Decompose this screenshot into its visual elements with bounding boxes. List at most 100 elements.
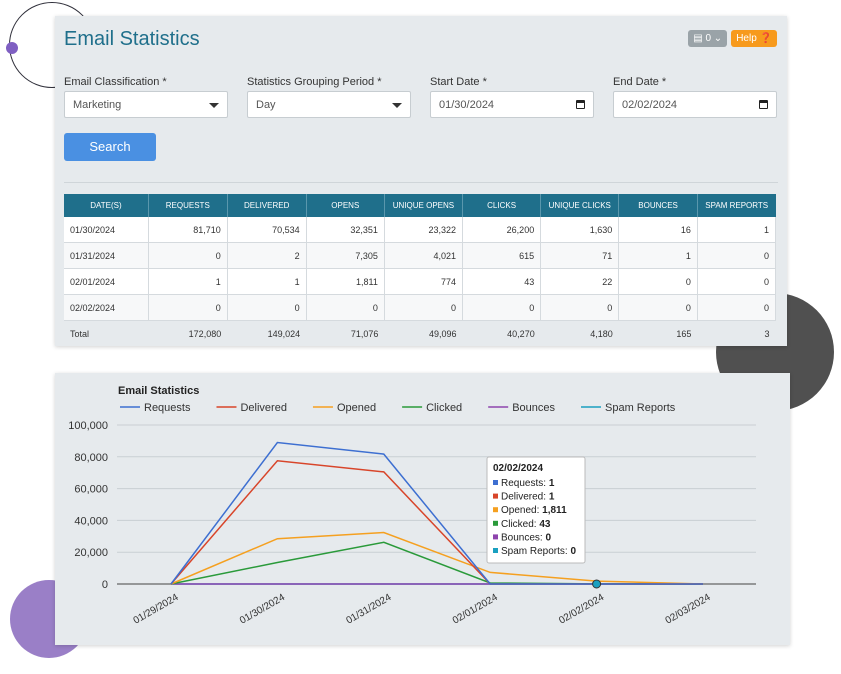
column-header[interactable]: UNIQUE CLICKS — [540, 194, 620, 217]
calendar-icon[interactable] — [576, 100, 585, 109]
y-tick-label: 60,000 — [74, 484, 108, 496]
column-header[interactable]: DELIVERED — [227, 194, 307, 217]
line-chart: Email Statistics Requests Delivered Opened C… — [68, 385, 756, 627]
y-tick-label: 40,000 — [74, 515, 108, 527]
x-tick-label: 02/02/2024 — [557, 592, 606, 627]
table-cell: 774 — [384, 268, 464, 295]
start-date-input[interactable]: 01/30/2024 — [430, 91, 594, 118]
tooltip-swatch — [493, 520, 498, 526]
x-tick-label: 02/01/2024 — [451, 592, 500, 627]
series-line — [170, 460, 703, 585]
series-line — [170, 531, 704, 585]
grouping-label: Statistics Grouping Period * — [247, 76, 382, 88]
x-tick-label: 01/31/2024 — [344, 592, 393, 627]
table-cell: 32,351 — [306, 217, 385, 243]
tooltip-swatch — [493, 534, 498, 540]
statistics-panel: Email Statistics ▤ 0 ⌄ Help ❓ Email Clas… — [55, 16, 787, 346]
table-cell: 0 — [148, 242, 228, 269]
column-header[interactable]: UNIQUE OPENS — [384, 194, 464, 217]
calendar-icon[interactable] — [759, 100, 768, 109]
column-header[interactable]: OPENS — [306, 194, 385, 217]
table-cell: 7,305 — [306, 242, 385, 269]
tooltip-label: Spam Reports: 0 — [501, 546, 576, 557]
start-date-value: 01/30/2024 — [439, 99, 495, 111]
report-menu-button[interactable]: ▤ 0 ⌄ — [688, 30, 728, 47]
grouping-value: Day — [256, 99, 276, 111]
series-line — [170, 541, 704, 585]
tooltip-value: 0 — [545, 532, 551, 543]
table-cell: 01/30/2024 — [64, 217, 149, 243]
table-cell: 0 — [697, 268, 777, 295]
table-cell: 0 — [540, 294, 620, 321]
table-cell: 4,180 — [540, 320, 619, 346]
table-cell: Total — [64, 320, 149, 346]
tooltip-title: 02/02/2024 — [493, 463, 543, 474]
y-tick-label: 80,000 — [74, 452, 108, 464]
table-cell: 23,322 — [384, 217, 464, 243]
table-cell: 26,200 — [462, 217, 542, 243]
table-cell: 0 — [697, 242, 777, 269]
tooltip-value: 1,811 — [542, 505, 567, 516]
end-date-value: 02/02/2024 — [622, 99, 678, 111]
tooltip-value: 1 — [549, 492, 555, 503]
report-count: 0 — [705, 33, 712, 44]
y-tick-label: 0 — [102, 579, 108, 591]
table-cell: 0 — [618, 268, 698, 295]
legend-label: Delivered — [240, 402, 286, 414]
help-label: Help — [736, 33, 757, 44]
decorative-dot — [6, 42, 18, 54]
table-cell: 71,076 — [306, 320, 385, 346]
table-cell: 172,080 — [148, 320, 228, 346]
legend-label: Bounces — [512, 402, 555, 414]
table-cell: 4,021 — [384, 242, 464, 269]
column-header[interactable]: BOUNCES — [618, 194, 698, 217]
tooltip-label: Delivered: 1 — [501, 492, 555, 503]
table-cell: 0 — [697, 294, 777, 321]
table-cell: 0 — [384, 294, 464, 321]
search-button[interactable]: Search — [64, 133, 156, 161]
table-cell: 70,534 — [227, 217, 307, 243]
divider — [64, 182, 778, 183]
column-header[interactable]: DATE(S) — [64, 194, 149, 217]
column-header[interactable]: REQUESTS — [148, 194, 228, 217]
classification-label: Email Classification * — [64, 76, 167, 88]
classification-select[interactable]: Marketing — [64, 91, 228, 118]
table-cell: 16 — [618, 217, 698, 243]
tooltip-box — [486, 456, 586, 564]
table-cell: 2 — [227, 242, 307, 269]
chevron-down-icon: ⌄ — [713, 33, 723, 44]
chart-title: Email Statistics — [118, 385, 199, 397]
column-header[interactable]: SPAM REPORTS — [697, 194, 776, 217]
table-cell: 43 — [462, 268, 542, 295]
tooltip-label: Bounces: 0 — [501, 532, 551, 543]
tooltip-value: 0 — [570, 546, 576, 557]
table-cell: 1 — [148, 268, 228, 295]
table-header-row: DATE(S) REQUESTS DELIVERED OPENS UNIQUE … — [64, 194, 776, 217]
x-tick-label: 01/30/2024 — [238, 592, 287, 627]
caret-down-icon — [392, 103, 402, 108]
table-cell: 3 — [697, 320, 776, 346]
help-button[interactable]: Help ❓ — [731, 30, 777, 47]
table-cell: 0 — [227, 294, 307, 321]
question-icon: ❓ — [759, 33, 772, 44]
series-line — [170, 441, 703, 585]
hover-point — [592, 579, 602, 589]
start-date-label: Start Date * — [430, 76, 487, 88]
tooltip-label: Clicked: 43 — [501, 519, 551, 530]
x-tick-label: 01/29/2024 — [132, 592, 181, 627]
column-header[interactable]: CLICKS — [462, 194, 542, 217]
table-cell: 0 — [306, 294, 385, 321]
table-cell: 1,811 — [306, 268, 385, 295]
table-cell: 149,024 — [227, 320, 307, 346]
y-tick-label: 100,000 — [68, 420, 108, 432]
tooltip-swatch — [493, 507, 498, 513]
tooltip-swatch — [493, 493, 498, 499]
page-title: Email Statistics — [64, 28, 200, 50]
table-cell: 1 — [697, 217, 777, 243]
table-cell: 02/02/2024 — [64, 294, 149, 321]
grouping-select[interactable]: Day — [247, 91, 411, 118]
table-row: 01/30/2024 81,710 70,534 32,351 23,322 2… — [64, 217, 777, 243]
table-cell: 40,270 — [462, 320, 541, 346]
tooltip-value: 43 — [539, 519, 551, 530]
end-date-input[interactable]: 02/02/2024 — [613, 91, 777, 118]
